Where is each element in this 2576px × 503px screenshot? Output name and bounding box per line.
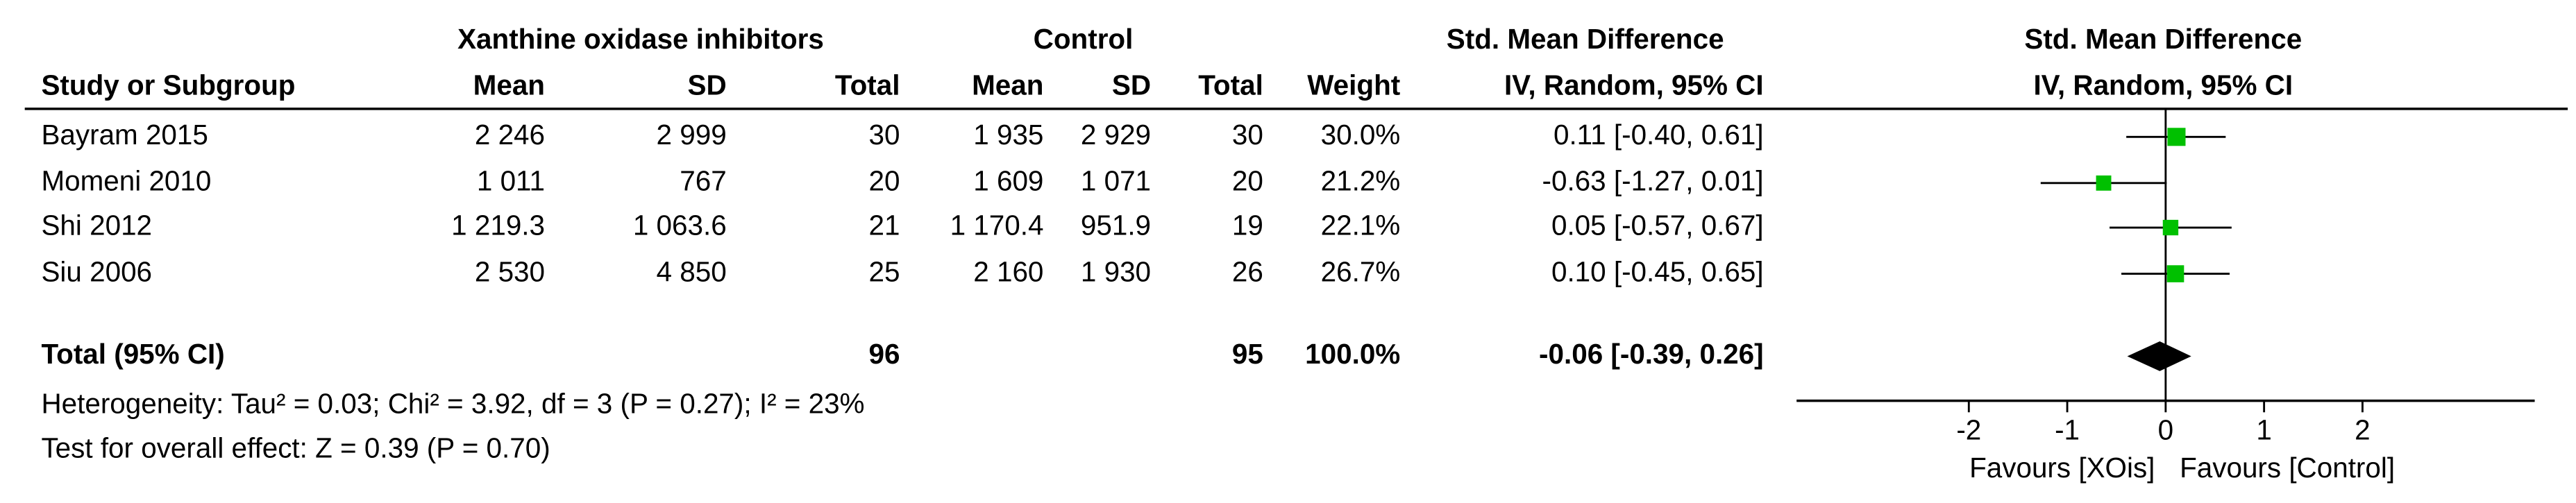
x-tick-label: -1 (2055, 414, 2080, 445)
column-header: SD (1112, 69, 1151, 101)
x-label-right: Favours [Control] (2180, 452, 2395, 484)
effect-square (2166, 265, 2184, 282)
group-header: Xanthine oxidase inhibitors (457, 23, 824, 55)
table-cell: 1 071 (1081, 165, 1151, 197)
x-tick-label: 2 (2355, 414, 2370, 445)
group-header: Control (1034, 23, 1134, 55)
total-cell: 95 (1232, 338, 1263, 370)
table-cell: 19 (1232, 210, 1263, 241)
table-cell: Shi 2012 (41, 210, 152, 241)
table-cell: 1 935 (973, 119, 1043, 151)
table-cell: 1 011 (477, 165, 545, 197)
table-cell: 0.05 [-0.57, 0.67] (1551, 210, 1764, 241)
table-cell: 2 160 (973, 255, 1043, 287)
table-cell: 26.7% (1321, 255, 1401, 287)
column-header: Study or Subgroup (41, 69, 295, 101)
table-cell: Siu 2006 (41, 255, 152, 287)
table-cell: 22.1% (1321, 210, 1401, 241)
table-cell: 1 063.6 (633, 210, 727, 241)
table-cell: 767 (680, 165, 726, 197)
x-tick-label: 0 (2158, 414, 2173, 445)
column-header: IV, Random, 95% CI (1504, 69, 1764, 101)
total-cell: 100.0% (1305, 338, 1400, 370)
table-cell: 2 999 (657, 119, 727, 151)
table-cell: 1 930 (1081, 255, 1151, 287)
table-cell: 0.11 [-0.40, 0.61] (1554, 119, 1764, 151)
total-cell: Total (95% CI) (41, 338, 224, 370)
table-cell: 21 (869, 210, 900, 241)
table-cell: 0.10 [-0.45, 0.65] (1551, 255, 1764, 287)
x-tick-label: 1 (2256, 414, 2271, 445)
table-cell: 2 929 (1081, 119, 1151, 151)
effect-square (2162, 219, 2179, 236)
group-header: Std. Mean Difference (1447, 23, 1724, 55)
table-cell: 2 246 (475, 119, 545, 151)
effect-square (2096, 175, 2112, 191)
table-cell: Bayram 2015 (41, 119, 208, 151)
column-header: Total (835, 69, 900, 101)
column-header: Mean (473, 69, 545, 101)
table-cell: Momeni 2010 (41, 165, 211, 197)
overall-effect: Test for overall effect: Z = 0.39 (P = 0… (41, 432, 550, 464)
table-cell: 1 609 (973, 165, 1043, 197)
effect-square (2167, 128, 2186, 146)
table-cell: 1 219.3 (451, 210, 545, 241)
x-tick-label: -2 (1956, 414, 1981, 445)
column-header: Mean (972, 69, 1043, 101)
table-cell: 2 530 (475, 255, 545, 287)
table-cell: 1 170.4 (950, 210, 1044, 241)
heterogeneity: Heterogeneity: Tau² = 0.03; Chi² = 3.92,… (41, 387, 864, 419)
summary-diamond (2127, 341, 2191, 371)
table-cell: 21.2% (1321, 165, 1401, 197)
table-cell: 951.9 (1081, 210, 1151, 241)
column-header: Weight (1307, 69, 1400, 101)
table-cell: -0.63 [-1.27, 0.01] (1542, 165, 1764, 197)
column-header: SD (688, 69, 727, 101)
column-header: Total (1198, 69, 1263, 101)
table-cell: 26 (1232, 255, 1263, 287)
total-cell: -0.06 [-0.39, 0.26] (1539, 338, 1764, 370)
chart-subtitle: IV, Random, 95% CI (2033, 69, 2293, 101)
table-cell: 30 (1232, 119, 1263, 151)
total-cell: 96 (869, 338, 900, 370)
chart-title: Std. Mean Difference (2024, 23, 2302, 55)
table-cell: 20 (869, 165, 900, 197)
table-cell: 20 (1232, 165, 1263, 197)
table-cell: 30.0% (1321, 119, 1401, 151)
table-cell: 4 850 (657, 255, 727, 287)
x-label-left: Favours [XOis] (1969, 452, 2155, 484)
table-cell: 25 (869, 255, 900, 287)
table-cell: 30 (869, 119, 900, 151)
